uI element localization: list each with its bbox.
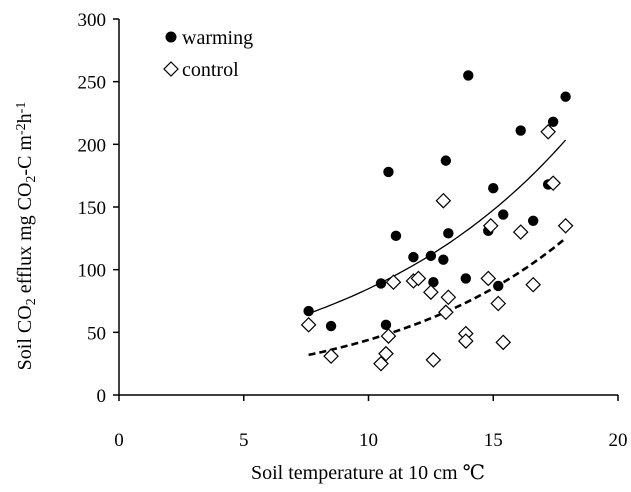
y-axis-title-part: -C m bbox=[14, 135, 36, 176]
point-warming bbox=[463, 70, 474, 81]
legend-control-marker bbox=[163, 61, 179, 77]
x-tick-label: 5 bbox=[239, 430, 249, 451]
point-warming bbox=[383, 166, 394, 178]
y-axis-title-part: h bbox=[14, 113, 36, 123]
point-warming bbox=[560, 91, 571, 102]
y-axis-title-part: Soil CO bbox=[14, 305, 36, 370]
point-control bbox=[300, 316, 317, 333]
x-axis-ticks: 0 5 10 15 20 bbox=[114, 395, 628, 451]
point-control bbox=[323, 348, 339, 364]
trend-lines bbox=[308, 139, 567, 357]
x-axis-title: Soil temperature at 10 cm ℃ bbox=[251, 462, 485, 484]
point-warming bbox=[460, 273, 472, 284]
point-control bbox=[378, 345, 394, 362]
y-tick-label: 50 bbox=[87, 323, 106, 344]
point-warming bbox=[425, 250, 437, 262]
point-control bbox=[540, 123, 556, 140]
legend-control-label: control bbox=[182, 59, 239, 81]
legend-warming-marker bbox=[165, 31, 177, 43]
y-tick-label: 300 bbox=[78, 10, 107, 31]
point-control bbox=[525, 276, 542, 293]
point-control bbox=[482, 217, 499, 234]
y-axis-title: Soil CO2 efflux mg CO2-C m-2h-1 bbox=[14, 102, 39, 371]
legend-warming-label: warming bbox=[182, 27, 253, 49]
trend-line-warming bbox=[308, 139, 567, 315]
y-axis-title-part: efflux mg CO bbox=[14, 183, 36, 299]
point-warming bbox=[325, 320, 337, 332]
point-warming bbox=[515, 125, 526, 136]
y-axis-ticks: 0 50 100 150 200 250 300 bbox=[78, 10, 119, 407]
point-control bbox=[435, 192, 452, 209]
x-tick-label: 10 bbox=[359, 430, 378, 451]
point-control bbox=[557, 217, 574, 234]
y-tick-label: 100 bbox=[78, 261, 107, 282]
point-control bbox=[495, 334, 512, 351]
x-tick-label: 20 bbox=[609, 430, 628, 451]
point-control bbox=[423, 284, 439, 301]
point-warming bbox=[443, 228, 454, 239]
y-axis-title-part: 2 bbox=[24, 298, 39, 305]
point-warming bbox=[488, 183, 499, 194]
point-warming bbox=[440, 155, 452, 166]
y-axis-title-part: -1 bbox=[14, 102, 29, 114]
point-control bbox=[437, 304, 454, 321]
point-warming bbox=[527, 215, 539, 226]
point-control bbox=[512, 224, 529, 240]
y-tick-label: 250 bbox=[78, 73, 107, 94]
x-tick-label: 0 bbox=[114, 430, 124, 451]
point-control bbox=[425, 352, 442, 368]
point-control bbox=[440, 289, 457, 306]
x-tick-label: 15 bbox=[484, 430, 503, 451]
y-tick-label: 200 bbox=[78, 135, 107, 156]
point-warming bbox=[375, 278, 387, 289]
y-axis-title-part: 2 bbox=[24, 176, 39, 183]
point-control bbox=[457, 333, 474, 349]
point-control bbox=[480, 270, 497, 287]
point-warming bbox=[438, 254, 449, 265]
point-warming bbox=[493, 280, 504, 292]
trend-line-control bbox=[308, 237, 567, 357]
point-control bbox=[385, 274, 402, 291]
point-control bbox=[545, 175, 561, 192]
point-warming bbox=[303, 305, 314, 317]
y-axis-title-part: -2 bbox=[14, 123, 29, 135]
point-warming bbox=[498, 209, 509, 220]
point-warming bbox=[380, 319, 392, 331]
point-warming bbox=[547, 116, 559, 127]
data-points bbox=[300, 70, 574, 372]
point-warming bbox=[408, 251, 419, 263]
y-tick-label: 0 bbox=[97, 386, 107, 407]
point-control bbox=[380, 328, 397, 344]
point-control bbox=[410, 270, 427, 287]
point-control bbox=[490, 295, 507, 312]
point-warming bbox=[390, 230, 402, 242]
legend: warming control bbox=[163, 27, 253, 81]
point-control bbox=[373, 355, 389, 372]
y-tick-label: 150 bbox=[78, 198, 107, 219]
